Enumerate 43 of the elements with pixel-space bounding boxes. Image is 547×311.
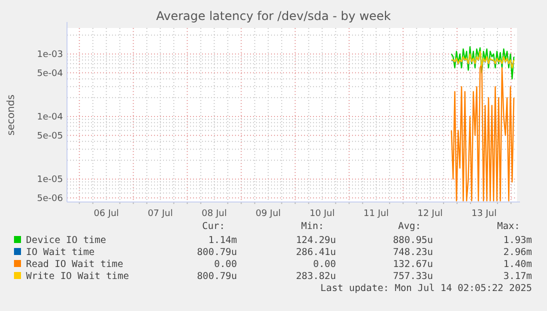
text: 1.40m	[503, 259, 532, 270]
text: 800.79u	[196, 247, 237, 258]
text: 748.23u	[392, 247, 433, 258]
line-series	[450, 63, 514, 202]
y-axis-title: seconds	[6, 94, 17, 136]
y-tick-label: 1e-05	[37, 175, 63, 186]
text: Max:	[497, 221, 520, 232]
y-tick-label: 5e-06	[37, 194, 64, 204]
text: 800.79u	[196, 271, 237, 282]
text: 1.14m	[208, 235, 238, 246]
legend-label: Read IO Wait time	[26, 259, 124, 270]
x-tick-label: 10 Jul	[310, 209, 335, 219]
text: 124.29u	[296, 235, 336, 246]
y-tick-label: 5e-05	[37, 131, 63, 142]
chart-title: Average latency for /dev/sda - by week	[156, 9, 391, 23]
x-tick-label: 07 Jul	[148, 209, 173, 219]
x-tick-label: 13 Jul	[471, 209, 497, 219]
y-tick-label: 1e-03	[37, 50, 63, 60]
y-tick-label: 1e-04	[37, 112, 64, 123]
x-tick-label: 08 Jul	[202, 209, 227, 219]
legend-label: IO Wait time	[26, 247, 95, 258]
text: 3.17m	[503, 271, 532, 282]
legend-label: Device IO time	[26, 235, 106, 246]
text: Cur:	[202, 221, 225, 232]
text: 880.95u	[392, 235, 433, 246]
text: 2.96m	[503, 247, 532, 258]
text: 286.41u	[296, 247, 336, 258]
legend-label: Write IO Wait time	[26, 271, 130, 282]
text: 1.93m	[503, 235, 532, 246]
text: Min:	[301, 221, 324, 232]
x-tick-label: 12 Jul	[417, 209, 443, 219]
text: 283.82u	[296, 271, 336, 282]
x-tick-label: 11 Jul	[364, 209, 389, 219]
x-tick-label: 06 Jul	[94, 209, 119, 219]
text: 132.67u	[392, 259, 433, 270]
text: 0.00	[214, 259, 238, 270]
line-series	[450, 46, 514, 80]
y-tick-label: 5e-04	[37, 68, 64, 79]
text: 757.33u	[392, 271, 433, 282]
text: Last update: Mon Jul 14 02:05:22 2025	[320, 283, 532, 294]
text: Avg:	[398, 221, 421, 232]
text: 0.00	[313, 259, 336, 270]
x-tick-label: 09 Jul	[256, 209, 281, 219]
